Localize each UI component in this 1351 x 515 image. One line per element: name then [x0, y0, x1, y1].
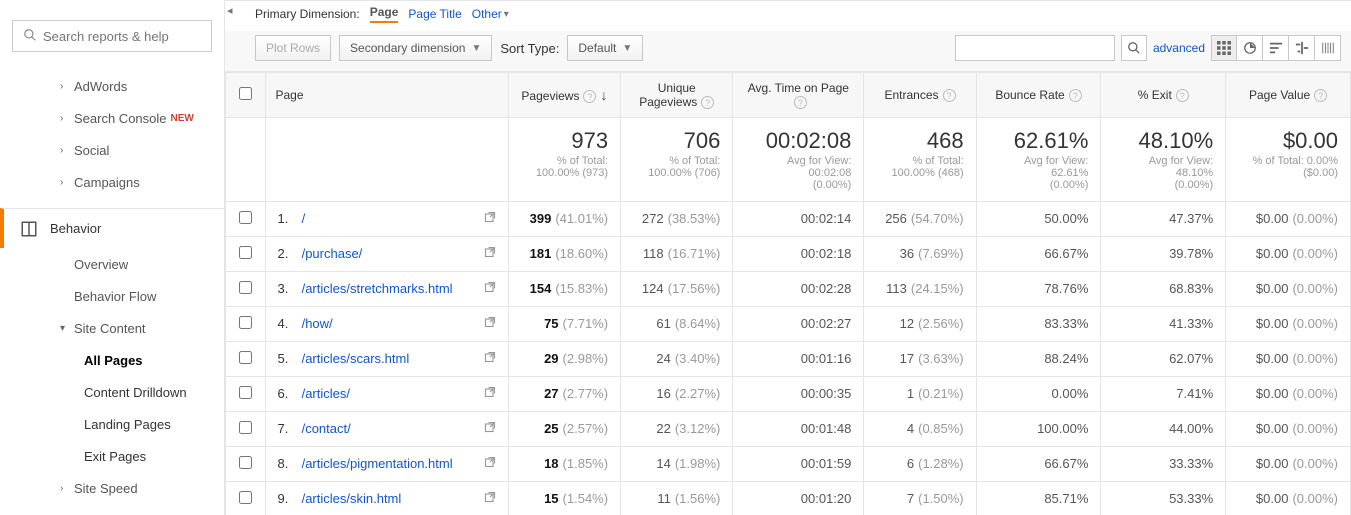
table-row: 8. /articles/pigmentation.html18(1.85%)1… — [226, 446, 1351, 481]
view-pivot-icon[interactable] — [1315, 35, 1341, 61]
row-checkbox[interactable] — [226, 271, 266, 306]
view-table-icon[interactable] — [1211, 35, 1237, 61]
sort-type-label: Sort Type: — [500, 41, 559, 56]
search-input[interactable] — [43, 29, 201, 44]
view-comparison-icon[interactable] — [1289, 35, 1315, 61]
sidebar-item[interactable]: ›Social — [0, 134, 224, 166]
page-link[interactable]: /articles/ — [302, 386, 350, 401]
col-exit[interactable]: % Exit? — [1101, 73, 1226, 118]
page-link[interactable]: /articles/pigmentation.html — [302, 456, 453, 471]
table-row: 2. /purchase/181(18.60%)118(16.71%)00:02… — [226, 236, 1351, 271]
dimension-page-title[interactable]: Page Title — [408, 7, 461, 21]
section-behavior[interactable]: Behavior — [0, 208, 224, 248]
col-unique[interactable]: Unique Pageviews? — [621, 73, 733, 118]
col-pageviews[interactable]: Pageviews?↓ — [508, 73, 620, 118]
sidebar-item[interactable]: ›AdWords — [0, 70, 224, 102]
col-page[interactable]: Page — [265, 73, 508, 118]
main-content: Primary Dimension: Page Page Title Other… — [225, 0, 1351, 515]
row-checkbox[interactable] — [226, 411, 266, 446]
row-checkbox[interactable] — [226, 341, 266, 376]
sidebar-item[interactable]: ›Search ConsoleNEW — [0, 102, 224, 134]
table-row: 9. /articles/skin.html15(1.54%)11(1.56%)… — [226, 481, 1351, 515]
secondary-dimension-button[interactable]: Secondary dimension▼ — [339, 35, 492, 61]
sidebar-subitem[interactable]: Exit Pages — [0, 440, 224, 472]
open-external-icon[interactable] — [484, 456, 496, 471]
plot-rows-button[interactable]: Plot Rows — [255, 35, 331, 61]
row-checkbox[interactable] — [226, 306, 266, 341]
table-row: 3. /articles/stretchmarks.html154(15.83%… — [226, 271, 1351, 306]
row-checkbox[interactable] — [226, 481, 266, 515]
row-checkbox[interactable] — [226, 446, 266, 481]
page-link[interactable]: /purchase/ — [302, 246, 363, 261]
sidebar-subitem[interactable]: Content Drilldown — [0, 376, 224, 408]
view-bar-icon[interactable] — [1263, 35, 1289, 61]
search-box[interactable] — [12, 20, 212, 52]
sidebar-item[interactable]: Overview — [0, 248, 224, 280]
section-title: Behavior — [50, 221, 101, 236]
sidebar-subitem[interactable]: Landing Pages — [0, 408, 224, 440]
sidebar-item[interactable]: ▾Site Content — [0, 312, 224, 344]
summary-row: 973% of Total:100.00% (973) 706% of Tota… — [226, 118, 1351, 201]
view-pie-icon[interactable] — [1237, 35, 1263, 61]
open-external-icon[interactable] — [484, 316, 496, 331]
sort-type-select[interactable]: Default▼ — [567, 35, 643, 61]
page-link[interactable]: /contact/ — [302, 421, 351, 436]
sidebar: ›AdWords›Search ConsoleNEW›Social›Campai… — [0, 0, 225, 515]
header-checkbox[interactable] — [226, 73, 266, 118]
advanced-link[interactable]: advanced — [1153, 41, 1205, 55]
open-external-icon[interactable] — [484, 281, 496, 296]
open-external-icon[interactable] — [484, 386, 496, 401]
collapse-sidebar-icon[interactable]: ◂ — [225, 2, 235, 19]
sidebar-subitem[interactable]: All Pages — [0, 344, 224, 376]
row-checkbox[interactable] — [226, 376, 266, 411]
table-toolbar: Plot Rows Secondary dimension▼ Sort Type… — [225, 31, 1351, 72]
primary-dimension-label: Primary Dimension: — [255, 7, 360, 21]
col-avgtime[interactable]: Avg. Time on Page? — [733, 73, 864, 118]
row-checkbox[interactable] — [226, 201, 266, 236]
primary-dimension-bar: Primary Dimension: Page Page Title Other… — [225, 1, 1351, 31]
table-row: 4. /how/75(7.71%)61(8.64%)00:02:2712(2.5… — [226, 306, 1351, 341]
sidebar-item[interactable]: Behavior Flow — [0, 280, 224, 312]
page-link[interactable]: /articles/scars.html — [302, 351, 410, 366]
open-external-icon[interactable] — [484, 351, 496, 366]
page-link[interactable]: /articles/stretchmarks.html — [302, 281, 453, 296]
sidebar-item[interactable]: ›Site Speed — [0, 472, 224, 504]
row-checkbox[interactable] — [226, 236, 266, 271]
open-external-icon[interactable] — [484, 491, 496, 506]
table-search-input[interactable] — [955, 35, 1115, 61]
table-search-button[interactable] — [1121, 35, 1147, 61]
table-row: 1. /399(41.01%)272(38.53%)00:02:14256(54… — [226, 201, 1351, 236]
behavior-icon — [20, 220, 38, 238]
page-link[interactable]: /articles/skin.html — [302, 491, 402, 506]
dimension-other[interactable]: Other▾ — [472, 7, 509, 21]
page-link[interactable]: / — [302, 211, 306, 226]
sort-arrow-icon: ↓ — [600, 87, 607, 103]
search-icon — [23, 28, 43, 45]
table-row: 5. /articles/scars.html29(2.98%)24(3.40%… — [226, 341, 1351, 376]
sidebar-item[interactable]: ›Campaigns — [0, 166, 224, 198]
open-external-icon[interactable] — [484, 211, 496, 226]
table-row: 6. /articles/27(2.77%)16(2.27%)00:00:351… — [226, 376, 1351, 411]
page-link[interactable]: /how/ — [302, 316, 333, 331]
open-external-icon[interactable] — [484, 421, 496, 436]
view-mode-group — [1211, 35, 1341, 61]
table-row: 7. /contact/25(2.57%)22(3.12%)00:01:484(… — [226, 411, 1351, 446]
col-bounce[interactable]: Bounce Rate? — [976, 73, 1101, 118]
pages-table: Page Pageviews?↓ Unique Pageviews? Avg. … — [225, 72, 1351, 515]
col-entrances[interactable]: Entrances? — [864, 73, 976, 118]
open-external-icon[interactable] — [484, 246, 496, 261]
col-value[interactable]: Page Value? — [1226, 73, 1351, 118]
dimension-page[interactable]: Page — [370, 5, 399, 23]
